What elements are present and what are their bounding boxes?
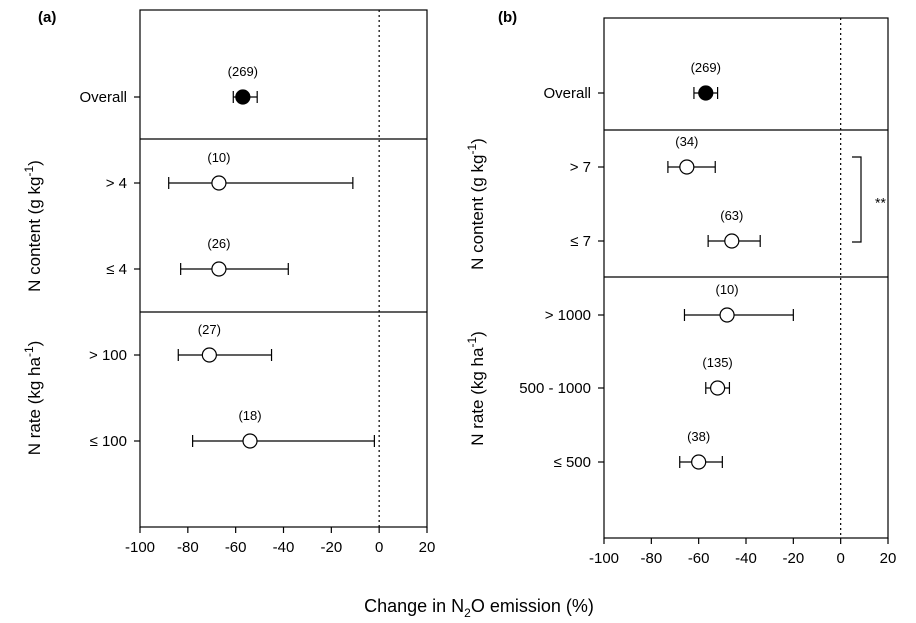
mean-marker [698,85,714,101]
sample-size-label: (38) [687,429,710,444]
category-label: > 1000 [545,307,591,324]
x-tick-label: -60 [688,550,710,567]
forest-row: ≤ 100 (18) [90,408,375,450]
sample-size-label: (18) [238,408,261,423]
x-tick-label: -20 [320,539,342,556]
significance-label: ** [875,195,886,211]
sample-size-label: (26) [207,236,230,251]
category-label: Overall [543,85,591,102]
panel-a: -100 -80 -60 -40 -20 0 20 (a) Overall (269) > 4 (10… [22,9,435,556]
forest-row: > 7 (34) [570,134,716,176]
group-label: N content (g kg-1) [22,160,44,292]
category-label: > 7 [570,159,591,176]
group-label: N rate (kg ha-1) [465,331,487,446]
sample-size-label: (269) [228,64,258,79]
significance-bracket [852,156,862,243]
x-tick-label: -80 [177,539,199,556]
forest-row: > 4 (10) [106,150,354,192]
mean-marker [691,454,707,470]
forest-row: Overall (269) [79,64,258,106]
mean-marker [724,233,740,249]
mean-marker [679,159,695,175]
category-label: ≤ 100 [90,433,127,450]
sample-size-label: (269) [691,60,721,75]
mean-marker [242,433,258,449]
sample-size-label: (135) [702,355,732,370]
mean-marker [235,89,251,105]
forest-row: Overall (269) [543,60,720,102]
x-tick-label: -80 [640,550,662,567]
sample-size-label: (63) [720,208,743,223]
forest-row: > 100 (27) [89,322,273,364]
category-label: Overall [79,89,127,106]
plot-frame [603,17,889,539]
forest-row: ≤ 7 (63) [570,208,761,250]
sample-size-label: (27) [198,322,221,337]
panel-label: (a) [38,9,56,26]
sample-size-label: (34) [675,134,698,149]
x-tick-label: -100 [589,550,619,567]
category-label: > 4 [106,175,127,192]
x-axis-label: Change in N2O emission (%) [364,596,594,620]
mean-marker [201,347,217,363]
mean-marker [709,380,726,396]
group-label: N rate (kg ha-1) [22,341,44,456]
forest-row: ≤ 500 (38) [554,429,723,471]
x-tick-label: -100 [125,539,155,556]
panel-label: (b) [498,9,517,26]
mean-marker [211,175,227,191]
category-label: ≤ 500 [554,454,591,471]
panel-b: -100 -80 -60 -40 -20 0 20 (b) Overall (269) > 7 (34… [465,9,896,567]
category-label: ≤ 7 [570,233,591,250]
forest-row: > 1000 (10) [545,282,794,324]
x-tick-label: -40 [273,539,295,556]
category-label: ≤ 4 [106,261,127,278]
x-tick-label: 0 [375,539,383,556]
x-tick-label: 20 [419,539,436,556]
sample-size-label: (10) [207,150,230,165]
category-label: > 100 [89,347,127,364]
category-label: 500 - 1000 [519,380,591,397]
mean-marker [211,261,227,277]
x-tick-label: 0 [836,550,844,567]
sample-size-label: (10) [716,282,739,297]
forest-row: 500 - 1000 (135) [519,355,733,397]
x-tick-label: -60 [225,539,247,556]
x-tick-label: 20 [880,550,897,567]
mean-marker [719,307,735,323]
x-tick-label: -20 [782,550,804,567]
group-label: N content (g kg-1) [465,138,487,270]
forest-row: ≤ 4 (26) [106,236,289,278]
x-tick-label: -40 [735,550,757,567]
